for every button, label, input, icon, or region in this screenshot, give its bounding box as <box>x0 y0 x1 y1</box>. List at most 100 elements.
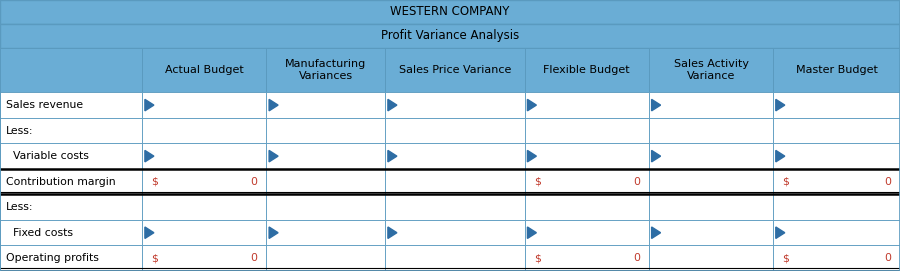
Bar <box>649 143 773 169</box>
Text: 0: 0 <box>633 177 640 187</box>
Polygon shape <box>269 99 278 111</box>
Text: $: $ <box>782 177 789 187</box>
Polygon shape <box>388 227 397 238</box>
Bar <box>649 169 773 194</box>
Bar <box>773 143 900 169</box>
Text: Profit Variance Analysis: Profit Variance Analysis <box>381 30 519 43</box>
Bar <box>649 194 773 220</box>
Bar <box>142 48 266 92</box>
Bar <box>649 48 773 92</box>
Bar <box>0 143 142 169</box>
Polygon shape <box>145 99 154 111</box>
Bar <box>385 48 525 92</box>
Bar <box>0 24 900 48</box>
Bar <box>773 169 900 194</box>
Bar <box>142 194 266 220</box>
Bar <box>142 118 266 143</box>
Text: Sales Activity
Variance: Sales Activity Variance <box>673 59 749 81</box>
Text: Actual Budget: Actual Budget <box>165 65 244 75</box>
Bar <box>649 246 773 271</box>
Polygon shape <box>269 227 278 238</box>
Bar <box>0 48 142 92</box>
Bar <box>266 220 385 246</box>
Text: Master Budget: Master Budget <box>796 65 878 75</box>
Polygon shape <box>527 227 536 238</box>
Text: 0: 0 <box>633 253 640 263</box>
Bar <box>649 220 773 246</box>
Text: Operating profits: Operating profits <box>6 253 99 263</box>
Polygon shape <box>145 150 154 162</box>
Text: Variable costs: Variable costs <box>6 151 89 161</box>
Bar <box>266 246 385 271</box>
Bar <box>385 92 525 118</box>
Bar <box>525 48 649 92</box>
Bar <box>0 118 142 143</box>
Bar <box>773 220 900 246</box>
Bar <box>385 194 525 220</box>
Bar <box>525 220 649 246</box>
Bar <box>773 246 900 271</box>
Bar <box>266 194 385 220</box>
Bar <box>773 118 900 143</box>
Text: Flexible Budget: Flexible Budget <box>544 65 630 75</box>
Bar <box>385 169 525 194</box>
Bar <box>0 169 142 194</box>
Text: Manufacturing
Variances: Manufacturing Variances <box>285 59 366 81</box>
Polygon shape <box>776 227 785 238</box>
Bar <box>0 92 142 118</box>
Text: 0: 0 <box>250 177 257 187</box>
Bar <box>142 92 266 118</box>
Bar <box>385 118 525 143</box>
Text: 0: 0 <box>884 253 891 263</box>
Bar <box>266 118 385 143</box>
Bar <box>266 48 385 92</box>
Bar <box>266 92 385 118</box>
Text: 0: 0 <box>250 253 257 263</box>
Polygon shape <box>776 99 785 111</box>
Bar <box>773 194 900 220</box>
Bar <box>0 194 142 220</box>
Polygon shape <box>269 150 278 162</box>
Bar <box>266 143 385 169</box>
Polygon shape <box>527 150 536 162</box>
Text: Sales Price Variance: Sales Price Variance <box>399 65 511 75</box>
Polygon shape <box>145 227 154 238</box>
Polygon shape <box>388 99 397 111</box>
Bar <box>649 118 773 143</box>
Bar <box>142 143 266 169</box>
Text: $: $ <box>151 177 158 187</box>
Text: Sales revenue: Sales revenue <box>6 100 84 110</box>
Text: Less:: Less: <box>6 126 34 136</box>
Polygon shape <box>527 99 536 111</box>
Bar <box>266 169 385 194</box>
Text: Fixed costs: Fixed costs <box>6 228 73 238</box>
Text: $: $ <box>151 253 158 263</box>
Text: Contribution margin: Contribution margin <box>6 177 116 187</box>
Bar <box>773 48 900 92</box>
Bar <box>142 220 266 246</box>
Bar <box>142 246 266 271</box>
Text: WESTERN COMPANY: WESTERN COMPANY <box>391 5 509 18</box>
Bar <box>773 92 900 118</box>
Bar <box>385 246 525 271</box>
Text: $: $ <box>534 177 541 187</box>
Bar <box>0 0 900 24</box>
Polygon shape <box>652 150 661 162</box>
Bar <box>525 118 649 143</box>
Polygon shape <box>652 227 661 238</box>
Bar <box>0 246 142 271</box>
Text: $: $ <box>534 253 541 263</box>
Bar <box>525 92 649 118</box>
Text: $: $ <box>782 253 789 263</box>
Polygon shape <box>776 150 785 162</box>
Bar <box>142 169 266 194</box>
Bar <box>385 220 525 246</box>
Bar <box>525 246 649 271</box>
Bar <box>385 143 525 169</box>
Text: Less:: Less: <box>6 202 34 212</box>
Bar <box>0 220 142 246</box>
Polygon shape <box>652 99 661 111</box>
Bar <box>525 143 649 169</box>
Text: 0: 0 <box>884 177 891 187</box>
Bar <box>525 169 649 194</box>
